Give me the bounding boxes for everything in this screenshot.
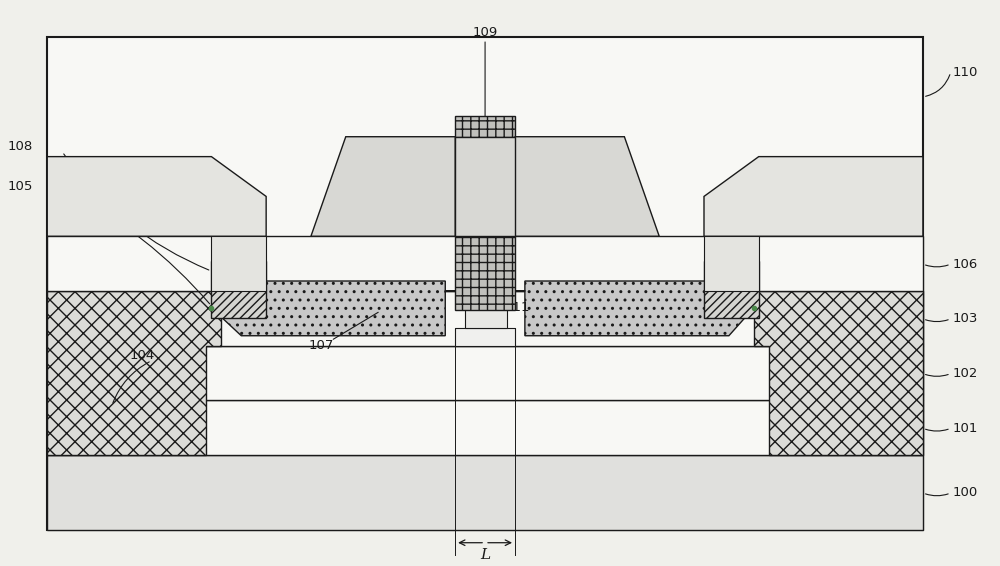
Text: 108: 108 — [7, 140, 33, 153]
Bar — [455, 328, 515, 346]
Polygon shape — [211, 281, 754, 336]
Text: 110: 110 — [953, 66, 978, 79]
Polygon shape — [704, 157, 923, 236]
Polygon shape — [47, 291, 221, 455]
Text: 101: 101 — [953, 422, 978, 435]
Bar — [47, 291, 923, 346]
Text: 104: 104 — [129, 349, 154, 362]
Text: 103: 103 — [953, 312, 978, 325]
Bar — [47, 400, 923, 455]
Text: 105: 105 — [7, 180, 33, 193]
Bar — [47, 37, 923, 530]
Text: L: L — [480, 548, 490, 561]
Bar — [704, 261, 759, 318]
Bar — [465, 290, 507, 328]
Text: 100: 100 — [953, 486, 978, 499]
Polygon shape — [47, 157, 266, 236]
Bar — [47, 236, 923, 291]
Bar — [211, 261, 266, 318]
Text: 107: 107 — [308, 339, 334, 352]
Text: 111: 111 — [505, 301, 530, 314]
Bar — [704, 236, 759, 291]
Bar — [211, 236, 266, 291]
Polygon shape — [515, 137, 659, 236]
Bar — [455, 137, 515, 236]
Polygon shape — [311, 137, 455, 236]
Text: 102: 102 — [953, 367, 978, 380]
Text: 109: 109 — [472, 25, 498, 38]
Bar — [47, 455, 923, 530]
Bar — [47, 346, 923, 400]
Bar — [455, 116, 515, 310]
Polygon shape — [754, 291, 923, 455]
Text: 106: 106 — [953, 258, 978, 271]
